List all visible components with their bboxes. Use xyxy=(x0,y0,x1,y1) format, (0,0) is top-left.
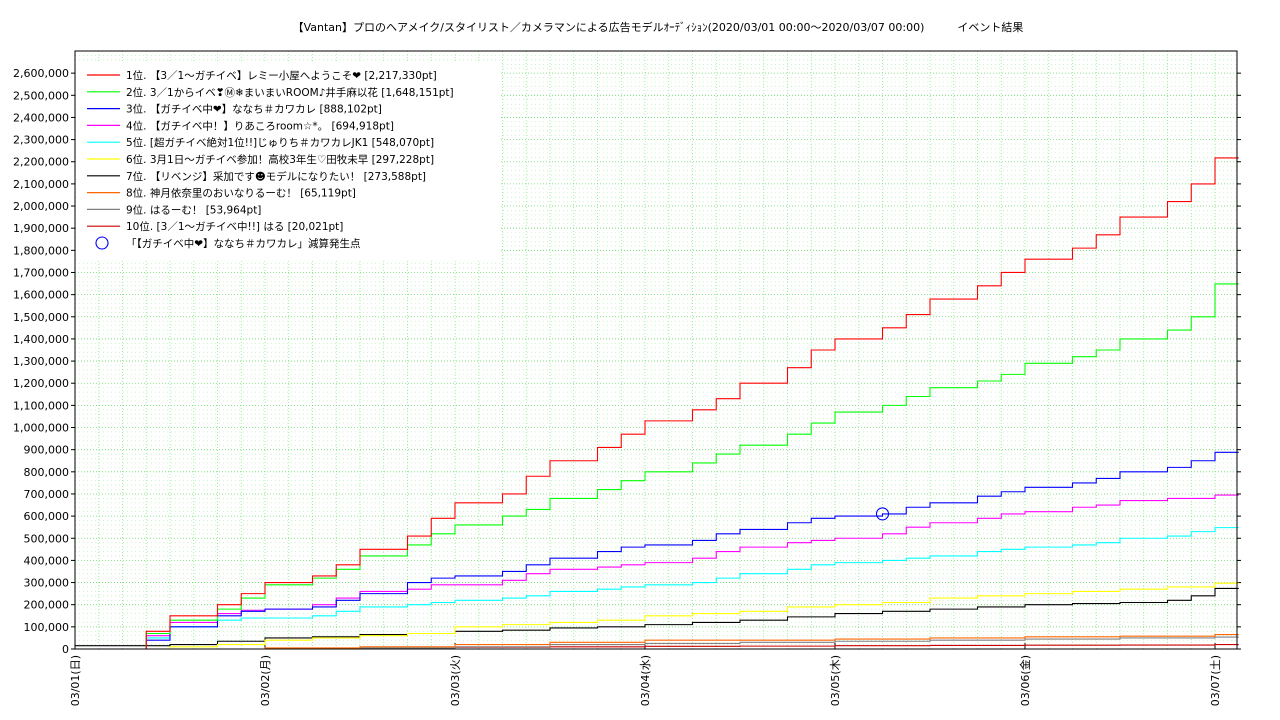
plot-border xyxy=(74,50,1238,650)
y-tick-label: 1,000,000 xyxy=(13,422,69,435)
decrement-point-marker xyxy=(875,507,890,521)
y-tick-label: 1,300,000 xyxy=(13,355,69,368)
y-tick-label: 2,500,000 xyxy=(13,89,69,102)
y-tick-label: 2,000,000 xyxy=(13,200,69,213)
legend-entry-5: 5位. [超ガチイベ絶対1位!!]じゅりち＃カワカレJK1 [548,070pt… xyxy=(126,136,434,149)
legend-entry-6: 6位. 3月1日～ガチイベ参加！高校3年生♡田牧未早 [297,228pt] xyxy=(126,153,434,166)
y-tick-label: 1,100,000 xyxy=(13,399,69,412)
y-tick-label: 1,400,000 xyxy=(13,333,69,346)
y-tick-label: 700,000 xyxy=(24,488,70,501)
legend-entry-1: 1位. 【3／1～ガチイベ】レミー小屋へようこそ❤ [2,217,330pt] xyxy=(126,69,437,82)
y-tick-label: 2,100,000 xyxy=(13,178,69,191)
x-tick-label: 03/01(日) xyxy=(69,655,82,706)
y-tick-label: 400,000 xyxy=(24,554,70,567)
x-tick-label: 03/07(土) xyxy=(1209,655,1222,706)
y-tick-label: 2,200,000 xyxy=(13,156,69,169)
y-tick-label: 300,000 xyxy=(24,577,70,590)
legend-entry-7: 7位. 【リベンジ】采加です☻モデルになりたい！ [273,588pt] xyxy=(126,170,426,183)
x-tick-label: 03/03(火) xyxy=(449,655,462,706)
series-line-8 xyxy=(75,634,1239,650)
y-tick-label: 1,900,000 xyxy=(13,222,69,235)
legend-entry-10: 10位. [3／1～ガチイベ中!!] はる [20,021pt] xyxy=(126,220,343,233)
x-tick-label: 03/05(木) xyxy=(829,655,842,706)
series-line-3 xyxy=(75,451,1239,650)
y-tick-label: 0 xyxy=(62,643,69,656)
y-tick-label: 1,700,000 xyxy=(13,266,69,279)
grid xyxy=(75,51,1237,649)
legend-entry-9: 9位. はるーむ！ [53,964pt] xyxy=(126,203,261,216)
legend: 1位. 【3／1～ガチイベ】レミー小屋へようこそ❤ [2,217,330pt] 2… xyxy=(76,61,500,261)
y-tick-label: 100,000 xyxy=(24,621,70,634)
series-line-1 xyxy=(75,157,1239,650)
legend-entry-2: 2位. 3／1からイベ❣Ⓜ❄まいまいROOM♪井手麻以花 [1,648,151p… xyxy=(126,86,454,99)
x-tick-label: 03/02(月) xyxy=(259,655,272,706)
plot-area xyxy=(75,157,1239,650)
y-tick-label: 1,800,000 xyxy=(13,244,69,257)
series-line-4 xyxy=(75,494,1239,650)
y-tick-label: 1,600,000 xyxy=(13,289,69,302)
y-tick-label: 1,500,000 xyxy=(13,311,69,324)
y-tick-label: 800,000 xyxy=(24,466,70,479)
legend-entry-8: 8位. 神月依奈里のおいなりるーむ！ [65,119pt] xyxy=(126,187,356,200)
y-tick-label: 1,200,000 xyxy=(13,377,69,390)
series-line-5 xyxy=(75,527,1239,650)
y-tick-label: 2,300,000 xyxy=(13,134,69,147)
y-tick-label: 2,600,000 xyxy=(13,67,69,80)
legend-annotation-entry: 「【ガチイベ中❤】ななち＃カワカレ」減算発生点 xyxy=(126,237,361,250)
y-tick-label: 600,000 xyxy=(24,510,70,523)
x-tick-label: 03/04(水) xyxy=(639,655,652,706)
x-axis: 03/01(日) 03/02(月) 03/03(火) 03/04(水) 03/05(木)… xyxy=(69,643,1222,706)
legend-box xyxy=(76,61,500,261)
legend-entry-4: 4位. 【ガチイベ中！】りあころroom☆*。 [694,918pt] xyxy=(126,119,394,132)
legend-entry-3: 3位. 【ガチイベ中❤】ななち＃カワカレ [888,102pt] xyxy=(126,103,382,116)
series-line-2 xyxy=(75,283,1239,650)
chart-title: 【Vantan】プロのヘアメイク/スタイリスト／カメラマンによる広告モデルｵｰﾃ… xyxy=(293,20,1024,34)
y-tick-label: 900,000 xyxy=(24,444,70,457)
y-tick-label: 500,000 xyxy=(24,532,70,545)
y-tick-label: 200,000 xyxy=(24,599,70,612)
y-axis: 0 100,000 200,000 300,000 400,000 500,000 600,… xyxy=(13,67,1241,656)
x-tick-label: 03/06(金) xyxy=(1018,655,1032,706)
y-tick-label: 2,400,000 xyxy=(13,111,69,124)
series-line-9 xyxy=(75,636,1239,650)
series-line-6 xyxy=(75,582,1239,650)
series-line-10 xyxy=(75,644,1239,650)
legend-marker-icon xyxy=(95,236,109,250)
